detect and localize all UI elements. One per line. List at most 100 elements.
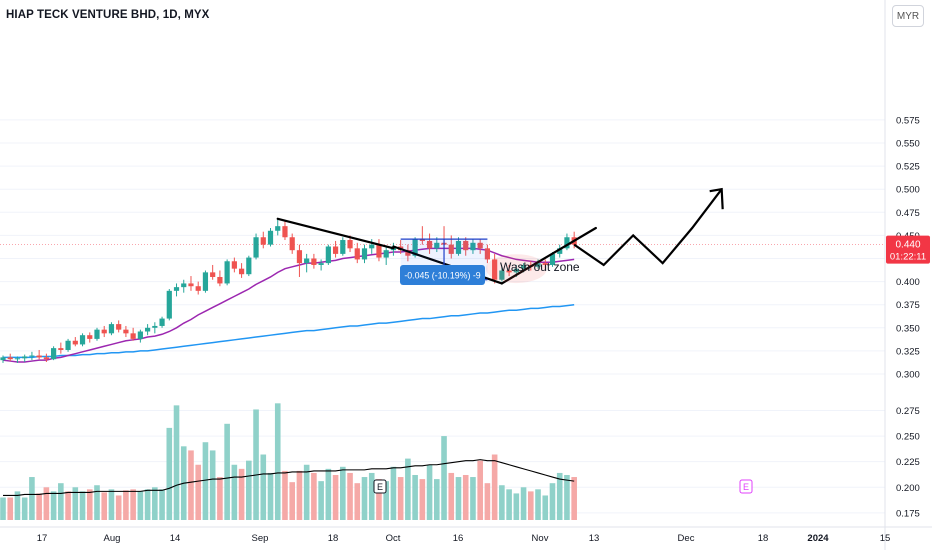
volume-bar (86, 489, 93, 520)
candle-body (383, 250, 389, 258)
y-tick-label: 0.475 (896, 208, 920, 219)
candle-body (123, 329, 129, 334)
volume-bar (58, 483, 64, 520)
volume-bar (50, 491, 57, 520)
volume-bar (527, 491, 534, 520)
y-tick-label: 0.525 (896, 162, 920, 173)
candle-body (484, 248, 491, 260)
candle-body (224, 261, 230, 284)
volume-bar (332, 474, 339, 520)
x-tick-label: 15 (880, 533, 891, 544)
candle-body (188, 283, 194, 287)
price-badge-bg (886, 235, 930, 264)
volume-bar (318, 481, 324, 520)
y-tick-label: 0.300 (896, 370, 920, 381)
x-tick-label: 13 (589, 533, 600, 544)
volume-bar (325, 468, 332, 520)
candle-body (173, 287, 180, 291)
ma-long-line (3, 303, 575, 359)
volume-bar (477, 460, 483, 520)
currency-button[interactable]: MYR (892, 5, 924, 27)
volume-bar (412, 474, 418, 520)
ma-short-line (2, 247, 575, 363)
volume-bar (354, 483, 361, 520)
projection-arrowhead (709, 187, 724, 210)
candle-body (492, 259, 498, 280)
volume-bar (267, 472, 274, 520)
candle-body (535, 263, 541, 267)
candle-body (22, 356, 28, 359)
earnings-marker-1-bg (373, 479, 387, 494)
volume-bar (383, 481, 389, 520)
volume-bar (72, 487, 79, 520)
y-tick-label: 0.225 (896, 457, 920, 468)
volume-bar (556, 472, 563, 520)
candle-body (130, 333, 136, 339)
candle-body (542, 263, 548, 265)
volume-bar (303, 464, 310, 520)
candle-body (36, 355, 42, 358)
volume-bar (166, 427, 173, 520)
candle-body (376, 244, 382, 258)
volume-bar (397, 477, 404, 520)
candle-body (311, 258, 317, 265)
candle-body (564, 237, 570, 249)
candle-body (318, 263, 324, 265)
volume-bar (535, 489, 541, 520)
y-tick-label: 0.350 (896, 323, 920, 334)
earnings-marker-2[interactable]: E (739, 479, 753, 494)
x-tick-label: 2024 (807, 533, 829, 544)
volume-bar (94, 485, 100, 520)
moving-averages (2, 247, 575, 363)
candle-body (347, 240, 353, 249)
candle-body (267, 230, 274, 245)
volume-bar (144, 489, 151, 520)
volume-bar (108, 489, 115, 520)
candle-body (0, 357, 6, 361)
candle-body (246, 257, 252, 275)
volume-bar (564, 474, 570, 520)
volume-bar (419, 479, 426, 520)
candle-body (152, 325, 158, 328)
candle-body (332, 246, 339, 254)
candle-body (72, 340, 78, 345)
measure-label-text: -0.045 (-10.19%) -9 (404, 271, 480, 281)
volume-ma (3, 459, 575, 497)
volume-bar (65, 491, 71, 520)
y-tick-label: 0.200 (896, 483, 920, 494)
volume-bar (390, 466, 397, 520)
volume-bar (115, 495, 122, 520)
volume-bar (14, 491, 21, 520)
candle-body (405, 250, 411, 256)
x-tick-label: 16 (453, 533, 464, 544)
volume-bar (549, 483, 556, 520)
candle-body (7, 357, 13, 360)
volume-bar (405, 458, 411, 520)
x-tick-label: 17 (37, 533, 48, 544)
volume-bar (448, 472, 455, 520)
earnings-marker-2-label: E (743, 482, 749, 492)
earnings-marker-1[interactable]: E (373, 479, 387, 494)
volume-bar (188, 450, 194, 520)
y-tick-label: 0.375 (896, 300, 920, 311)
candle-body (434, 242, 440, 249)
candle-body (426, 240, 433, 249)
volume-bar (202, 442, 209, 520)
candle-body (51, 348, 57, 360)
candle-body (340, 240, 346, 254)
candle-body (210, 272, 216, 277)
earnings-marker-2-bg (739, 479, 753, 494)
volume-bar (159, 489, 165, 520)
candle-body (412, 239, 418, 256)
candle-body (202, 272, 209, 291)
chart-title: HIAP TECK VENTURE BHD, 1D, MYX (6, 9, 210, 21)
candle-body (513, 268, 519, 273)
volume-bar (455, 477, 462, 520)
earnings-marker-1-label: E (377, 482, 383, 492)
candle-body (159, 318, 165, 326)
volume-bar (79, 491, 86, 520)
price-badge-value: 0.440 (895, 240, 920, 251)
candle-body (58, 348, 64, 350)
volume-bar (426, 464, 433, 520)
